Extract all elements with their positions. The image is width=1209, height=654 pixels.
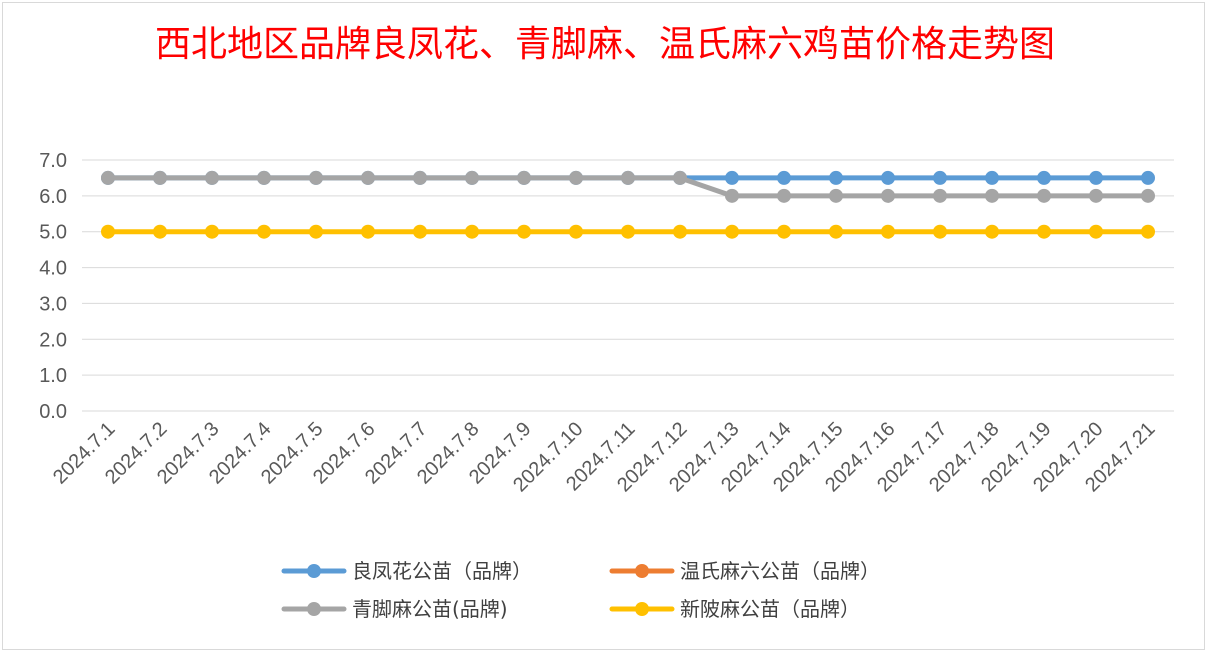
legend-swatch-marker: [635, 564, 649, 578]
data-point: [153, 170, 167, 185]
data-point: [933, 188, 947, 203]
data-point: [101, 170, 115, 185]
y-tick-label: 7.0: [39, 150, 67, 172]
data-point: [205, 170, 219, 185]
data-point: [1141, 170, 1155, 185]
data-point: [777, 188, 791, 203]
legend-label: 青脚麻公苗(品牌): [352, 597, 508, 621]
data-point: [829, 188, 843, 203]
data-point: [517, 170, 531, 185]
data-point: [101, 224, 115, 239]
legend-label: 良凤花公苗（品牌）: [352, 559, 532, 583]
data-point: [1089, 188, 1103, 203]
data-point: [309, 170, 323, 185]
data-point: [621, 224, 635, 239]
legend-swatch-marker: [307, 602, 321, 616]
data-point: [829, 170, 843, 185]
data-point: [569, 224, 583, 239]
y-tick-label: 5.0: [39, 222, 67, 244]
data-point: [309, 224, 323, 239]
y-tick-label: 3.0: [39, 293, 67, 315]
x-axis-ticks: 2024.7.12024.7.22024.7.32024.7.42024.7.5…: [49, 418, 1160, 496]
data-point: [1037, 170, 1051, 185]
data-point: [985, 224, 999, 239]
data-point: [673, 170, 687, 185]
data-point: [465, 224, 479, 239]
y-tick-label: 4.0: [39, 258, 67, 280]
data-point: [933, 224, 947, 239]
data-point: [725, 170, 739, 185]
legend-swatch-marker: [307, 564, 321, 578]
data-point: [257, 224, 271, 239]
legend-swatch-marker: [635, 602, 649, 616]
data-point: [465, 170, 479, 185]
chart-title: 西北地区品牌良凤花、青脚麻、温氏麻六鸡苗价格走势图: [154, 24, 1055, 65]
data-point: [1089, 224, 1103, 239]
data-point: [1141, 224, 1155, 239]
data-point: [1089, 170, 1103, 185]
series-group: [101, 170, 1155, 239]
data-point: [413, 224, 427, 239]
data-point: [621, 170, 635, 185]
data-point: [569, 170, 583, 185]
data-point: [673, 224, 687, 239]
data-point: [413, 170, 427, 185]
data-point: [777, 170, 791, 185]
data-point: [985, 170, 999, 185]
data-point: [257, 170, 271, 185]
data-point: [881, 188, 895, 203]
y-tick-label: 0.0: [39, 401, 67, 423]
data-point: [933, 170, 947, 185]
data-point: [777, 224, 791, 239]
data-point: [985, 188, 999, 203]
y-tick-label: 2.0: [39, 329, 67, 351]
y-tick-label: 1.0: [39, 365, 67, 387]
data-point: [205, 224, 219, 239]
data-point: [1037, 224, 1051, 239]
data-point: [517, 224, 531, 239]
data-point: [725, 224, 739, 239]
legend: 良凤花公苗（品牌） 温氏麻六公苗（品牌） 青脚麻公苗(品牌) 新陂麻公苗（品牌）: [281, 559, 880, 621]
data-point: [1141, 188, 1155, 203]
y-tick-label: 6.0: [39, 186, 67, 208]
data-point: [829, 224, 843, 239]
data-point: [725, 188, 739, 203]
data-point: [1037, 188, 1051, 203]
data-point: [881, 224, 895, 239]
legend-label: 新陂麻公苗（品牌）: [680, 597, 860, 621]
data-point: [361, 170, 375, 185]
y-axis-ticks: 0.0 1.0 2.0 3.0 4.0 5.0 6.0 7.0: [39, 150, 67, 423]
data-point: [361, 224, 375, 239]
data-point: [881, 170, 895, 185]
legend-label: 温氏麻六公苗（品牌）: [680, 559, 880, 583]
data-point: [153, 224, 167, 239]
